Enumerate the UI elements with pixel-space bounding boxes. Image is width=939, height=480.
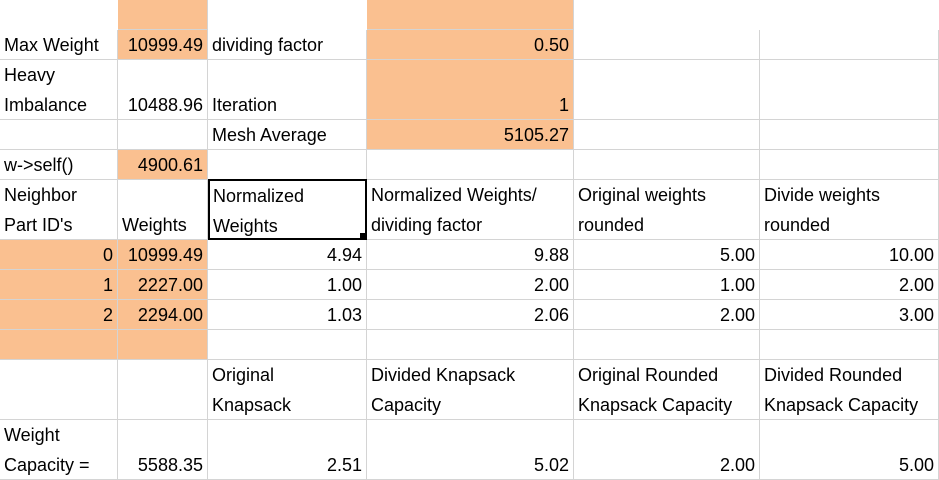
header-orig-knap-line2: Knapsack (212, 395, 292, 415)
table-row-1-div-rounded[interactable]: 2.00 (760, 270, 939, 300)
cell-c4[interactable] (208, 150, 367, 180)
cell-self-label[interactable]: w->self() (0, 150, 118, 180)
heavy-label-line2: Imbalance (4, 95, 88, 115)
header-normalized-dividing[interactable]: Normalized Weights/ dividing factor (367, 180, 574, 240)
cell-divided-knapsack-value[interactable]: 5.02 (367, 420, 574, 480)
header-neighbor-line2: Part ID's (4, 215, 73, 235)
table-row-2-weight[interactable]: 2294.00 (118, 300, 208, 330)
cell-original-knapsack-value[interactable]: 2.51 (208, 420, 367, 480)
table-row-1-orig-rounded[interactable]: 1.00 (574, 270, 760, 300)
table-row-2-normalized[interactable]: 1.03 (208, 300, 367, 330)
header-divided-knapsack-capacity[interactable]: Divided Knapsack Capacity (367, 360, 574, 420)
header-divide-weights-rounded[interactable]: Divide weights rounded (760, 180, 939, 240)
cell-d0[interactable] (367, 0, 574, 30)
table-row-1-id[interactable]: 1 (0, 270, 118, 300)
cell-f4[interactable] (760, 150, 939, 180)
table-row-1-normalized[interactable]: 1.00 (208, 270, 367, 300)
cell-e9[interactable] (574, 330, 760, 360)
cell-weight-capacity-value[interactable]: 5588.35 (118, 420, 208, 480)
header-div-round-line2: Knapsack Capacity (764, 395, 919, 415)
table-row-2-orig-rounded[interactable]: 2.00 (574, 300, 760, 330)
cell-iteration-label[interactable]: Iteration (208, 60, 367, 120)
table-row-0-orig-rounded[interactable]: 5.00 (574, 240, 760, 270)
cell-a10[interactable] (0, 360, 118, 420)
header-orig-line2: rounded (578, 215, 645, 235)
table-row-0-norm-div[interactable]: 9.88 (367, 240, 574, 270)
table-row-2-div-rounded[interactable]: 3.00 (760, 300, 939, 330)
cell-e1[interactable] (574, 30, 760, 60)
table-row-0-weight[interactable]: 10999.49 (118, 240, 208, 270)
cell-dividing-factor-value[interactable]: 0.50 (367, 30, 574, 60)
header-normalized-line2: Weights (213, 216, 278, 236)
cell-heavy-imbalance-label[interactable]: Heavy Imbalance (0, 60, 118, 120)
cell-d4[interactable] (367, 150, 574, 180)
header-weights[interactable]: Weights (118, 180, 208, 240)
header-norm-div-line1: Normalized Weights/ (371, 185, 537, 205)
cell-f9[interactable] (760, 330, 939, 360)
header-normalized-weights-selected[interactable]: Normalized Weights (208, 179, 367, 240)
table-row-1-weight[interactable]: 2227.00 (118, 270, 208, 300)
cell-f2[interactable] (760, 60, 939, 120)
table-row-0-normalized[interactable]: 4.94 (208, 240, 367, 270)
header-orig-round-line2: Knapsack Capacity (578, 395, 733, 415)
header-div-knap-line1: Divided Knapsack (371, 365, 516, 385)
cell-dividing-factor-label[interactable]: dividing factor (208, 30, 367, 60)
header-divide-line2: rounded (764, 215, 831, 235)
header-original-rounded-capacity[interactable]: Original Rounded Knapsack Capacity (574, 360, 760, 420)
table-row-0-div-rounded[interactable]: 10.00 (760, 240, 939, 270)
cell-b10[interactable] (118, 360, 208, 420)
cell-b9[interactable] (118, 330, 208, 360)
cell-mesh-average-value[interactable]: 5105.27 (367, 120, 574, 150)
cell-f3[interactable] (760, 120, 939, 150)
cell-b0[interactable] (118, 0, 208, 30)
capacity-label-line2: Capacity = (4, 455, 90, 475)
header-norm-div-line2: dividing factor (371, 215, 483, 235)
cell-divided-rounded-value[interactable]: 5.00 (760, 420, 939, 480)
cell-a3[interactable] (0, 120, 118, 150)
cell-e4[interactable] (574, 150, 760, 180)
table-row-2-id[interactable]: 2 (0, 300, 118, 330)
header-neighbor-part-ids[interactable]: Neighbor Part ID's (0, 180, 118, 240)
header-orig-knap-line1: Original (212, 365, 275, 385)
header-divide-line1: Divide weights (764, 185, 881, 205)
header-orig-round-line1: Original Rounded (578, 365, 719, 385)
heavy-label-line1: Heavy (4, 65, 56, 85)
cell-weight-capacity-label[interactable]: Weight Capacity = (0, 420, 118, 480)
cell-max-weight-label[interactable]: Max Weight (0, 30, 118, 60)
header-original-weights-rounded[interactable]: Original weights rounded (574, 180, 760, 240)
fill-handle[interactable] (360, 233, 366, 239)
cell-d9[interactable] (367, 330, 574, 360)
cell-original-rounded-value[interactable]: 2.00 (574, 420, 760, 480)
table-row-0-id[interactable]: 0 (0, 240, 118, 270)
cell-max-weight-value[interactable]: 10999.49 (118, 30, 208, 60)
cell-heavy-imbalance-value[interactable]: 10488.96 (118, 60, 208, 120)
header-div-round-line1: Divided Rounded (764, 365, 903, 385)
cell-c9[interactable] (208, 330, 367, 360)
cell-f1[interactable] (760, 30, 939, 60)
header-divided-rounded-capacity[interactable]: Divided Rounded Knapsack Capacity (760, 360, 939, 420)
header-neighbor-line1: Neighbor (4, 185, 78, 205)
table-row-2-norm-div[interactable]: 2.06 (367, 300, 574, 330)
cell-e3[interactable] (574, 120, 760, 150)
header-original-knapsack[interactable]: Original Knapsack (208, 360, 367, 420)
header-div-knap-line2: Capacity (371, 395, 442, 415)
cell-a9[interactable] (0, 330, 118, 360)
table-row-1-norm-div[interactable]: 2.00 (367, 270, 574, 300)
header-orig-line1: Original weights (578, 185, 707, 205)
header-normalized-line1: Normalized (213, 186, 305, 206)
cell-b3[interactable] (118, 120, 208, 150)
cell-iteration-value[interactable]: 1 (367, 60, 574, 120)
capacity-label-line1: Weight (4, 425, 60, 445)
cell-mesh-average-label[interactable]: Mesh Average (208, 120, 367, 150)
cell-e2[interactable] (574, 60, 760, 120)
cell-self-value[interactable]: 4900.61 (118, 150, 208, 180)
